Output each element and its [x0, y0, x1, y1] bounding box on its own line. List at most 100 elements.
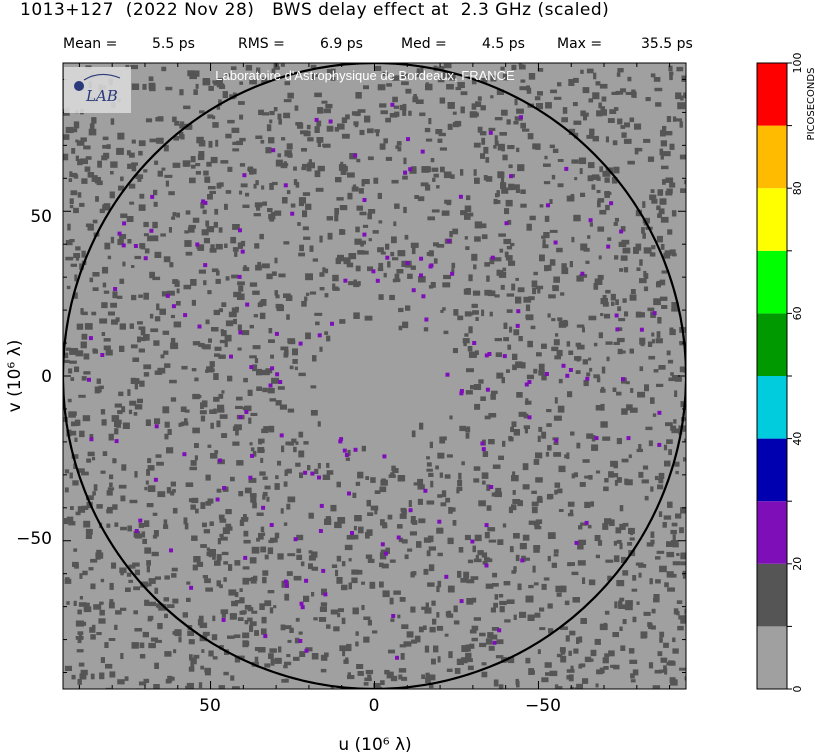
low-delay-patch: [657, 651, 663, 657]
low-delay-patch: [202, 344, 211, 350]
low-delay-patch: [308, 550, 313, 554]
low-delay-patch: [547, 493, 554, 500]
low-delay-patch: [259, 300, 264, 305]
colorbar-tick-label: 0: [791, 686, 804, 693]
low-delay-patch: [467, 346, 473, 352]
low-delay-patch: [504, 208, 510, 215]
low-delay-patch: [361, 445, 366, 452]
low-delay-patch: [189, 654, 193, 661]
low-delay-patch: [573, 648, 579, 654]
low-delay-patch: [432, 177, 436, 182]
low-delay-patch: [127, 239, 132, 244]
low-delay-patch: [102, 266, 109, 274]
low-delay-patch: [471, 253, 478, 261]
low-delay-patch: [64, 518, 69, 525]
low-delay-patch: [466, 195, 471, 201]
mid-delay-patch: [554, 438, 559, 443]
low-delay-patch: [659, 198, 667, 205]
low-delay-patch: [602, 295, 607, 299]
low-delay-patch: [230, 66, 237, 70]
low-delay-patch: [210, 156, 218, 164]
low-delay-patch: [532, 143, 536, 150]
low-delay-patch: [608, 650, 615, 657]
low-delay-patch: [73, 600, 77, 606]
low-delay-patch: [516, 392, 523, 398]
low-delay-patch: [133, 531, 141, 538]
low-delay-patch: [75, 636, 84, 640]
low-delay-patch: [356, 158, 361, 163]
low-delay-patch: [517, 287, 525, 293]
low-delay-patch: [566, 669, 575, 673]
low-delay-patch: [264, 663, 271, 668]
low-delay-patch: [88, 128, 97, 136]
mid-delay-patch: [411, 288, 416, 293]
low-delay-patch: [210, 453, 218, 459]
low-delay-patch: [576, 324, 585, 328]
low-delay-patch: [398, 668, 407, 673]
low-delay-patch: [636, 448, 643, 453]
low-delay-patch: [668, 449, 672, 456]
low-delay-patch: [361, 581, 365, 585]
low-delay-patch: [617, 306, 622, 312]
low-delay-patch: [126, 216, 134, 222]
low-delay-patch: [426, 550, 431, 557]
low-delay-patch: [635, 209, 642, 217]
low-delay-patch: [367, 128, 374, 134]
low-delay-patch: [584, 475, 591, 479]
low-delay-patch: [277, 153, 282, 158]
low-delay-patch: [656, 550, 665, 554]
low-delay-patch: [499, 132, 507, 136]
low-delay-patch: [656, 331, 661, 338]
low-delay-patch: [589, 128, 595, 136]
low-delay-patch: [200, 502, 206, 509]
low-delay-patch: [367, 619, 372, 626]
low-delay-patch: [481, 662, 487, 666]
low-delay-patch: [210, 244, 215, 252]
low-delay-patch: [284, 625, 292, 630]
low-delay-patch: [580, 69, 584, 74]
low-delay-patch: [255, 264, 262, 271]
low-delay-patch: [437, 552, 443, 557]
low-delay-patch: [110, 118, 115, 125]
low-delay-patch: [599, 209, 607, 215]
low-delay-patch: [153, 340, 160, 346]
low-delay-patch: [612, 632, 619, 638]
low-delay-patch: [227, 166, 233, 172]
low-delay-patch: [234, 424, 242, 431]
low-delay-patch: [652, 685, 661, 689]
low-delay-patch: [553, 452, 562, 457]
low-delay-patch: [546, 423, 552, 427]
low-delay-patch: [374, 510, 378, 515]
low-delay-patch: [577, 543, 584, 550]
low-delay-patch: [294, 105, 299, 111]
low-delay-patch: [64, 359, 70, 363]
mid-delay-patch: [215, 497, 220, 502]
mid-delay-patch: [304, 578, 309, 583]
low-delay-patch: [409, 531, 417, 536]
low-delay-patch: [641, 227, 645, 234]
low-delay-patch: [166, 487, 172, 494]
low-delay-patch: [82, 415, 91, 422]
low-delay-patch: [156, 137, 164, 144]
low-delay-patch: [662, 179, 666, 185]
x-tick-label: 0: [369, 696, 380, 716]
low-delay-patch: [544, 155, 548, 160]
low-delay-patch: [501, 171, 505, 178]
low-delay-patch: [572, 102, 578, 107]
mid-delay-patch: [149, 228, 154, 233]
low-delay-patch: [119, 234, 127, 240]
low-delay-patch: [100, 470, 106, 474]
low-delay-patch: [336, 555, 342, 562]
low-delay-patch: [345, 114, 350, 120]
low-delay-patch: [467, 559, 474, 564]
low-delay-patch: [605, 341, 613, 345]
low-delay-patch: [106, 144, 111, 149]
low-delay-patch: [649, 252, 656, 257]
low-delay-patch: [77, 468, 85, 473]
low-delay-patch: [256, 67, 261, 75]
low-delay-patch: [317, 463, 321, 469]
low-delay-patch: [490, 394, 496, 400]
low-delay-patch: [672, 307, 676, 311]
low-delay-patch: [184, 409, 190, 413]
low-delay-patch: [112, 504, 118, 510]
